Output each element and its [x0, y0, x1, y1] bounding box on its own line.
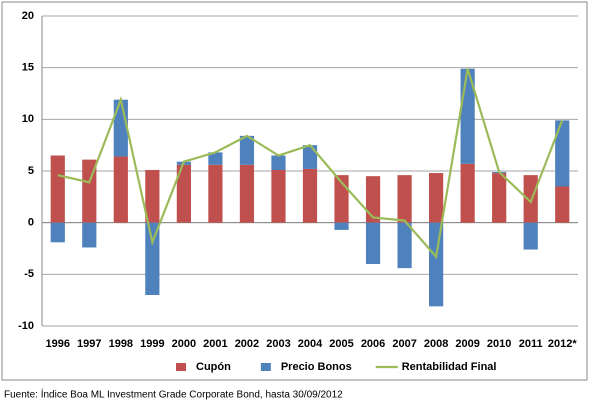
legend-swatch [176, 363, 186, 371]
y-tick-label: -5 [24, 268, 34, 280]
bar [460, 163, 475, 223]
x-tick-label: 2000 [172, 338, 196, 350]
legend-label: Precio Bonos [281, 361, 352, 373]
legend-label: Rentabilidad Final [402, 361, 497, 373]
bar [523, 175, 538, 223]
bar [302, 168, 318, 223]
bar [239, 135, 255, 165]
bar [113, 156, 128, 223]
x-tick-label: 2011 [519, 338, 543, 350]
legend-swatch [260, 363, 271, 371]
y-tick-label: 0 [28, 217, 34, 229]
bar [523, 222, 538, 250]
source-note: Fuente: Índice Boa ML Investment Grade C… [4, 388, 343, 401]
x-tick-label: 2001 [203, 338, 227, 350]
x-tick-label: 2010 [487, 338, 511, 350]
bar [397, 175, 412, 223]
x-tick-label: 2008 [424, 338, 448, 350]
x-tick-label: 2006 [361, 338, 385, 350]
x-tick-label: 2012* [548, 338, 577, 350]
bar [50, 155, 65, 223]
x-tick-label: 1997 [77, 338, 101, 350]
bar [397, 222, 412, 269]
bar [113, 99, 128, 157]
bar [555, 120, 570, 187]
bar [82, 222, 97, 248]
y-tick-label: 10 [22, 113, 34, 125]
bar [271, 169, 286, 223]
y-tick-label: 20 [22, 10, 34, 22]
x-tick-label: 1999 [140, 338, 164, 350]
y-tick-label: 15 [22, 62, 34, 74]
legend-label: Cupón [196, 361, 231, 373]
bar [334, 222, 349, 230]
bar [239, 164, 255, 223]
x-tick-label: 1998 [109, 338, 133, 350]
bar [208, 164, 223, 223]
x-tick-label: 2005 [329, 338, 353, 350]
bar [492, 173, 507, 223]
bar [50, 222, 65, 243]
bar [365, 176, 381, 223]
bar [145, 222, 160, 295]
x-tick-label: 2003 [266, 338, 290, 350]
bar [302, 145, 318, 169]
bar [429, 173, 444, 223]
line [57, 68, 564, 260]
bar [176, 164, 191, 223]
y-tick-label: 5 [28, 165, 34, 177]
bar [271, 155, 286, 170]
x-tick-label: 2009 [455, 338, 479, 350]
bar [145, 169, 160, 223]
bar [429, 222, 444, 307]
x-tick-label: 2002 [235, 338, 259, 350]
x-tick-label: 2004 [298, 338, 323, 350]
bar [365, 222, 381, 264]
bar [555, 186, 570, 223]
chart-border [1, 1, 588, 381]
x-tick-label: 1996 [46, 338, 70, 350]
y-tick-label: -10 [18, 320, 34, 332]
x-tick-label: 2007 [392, 338, 416, 350]
bar [208, 152, 223, 165]
